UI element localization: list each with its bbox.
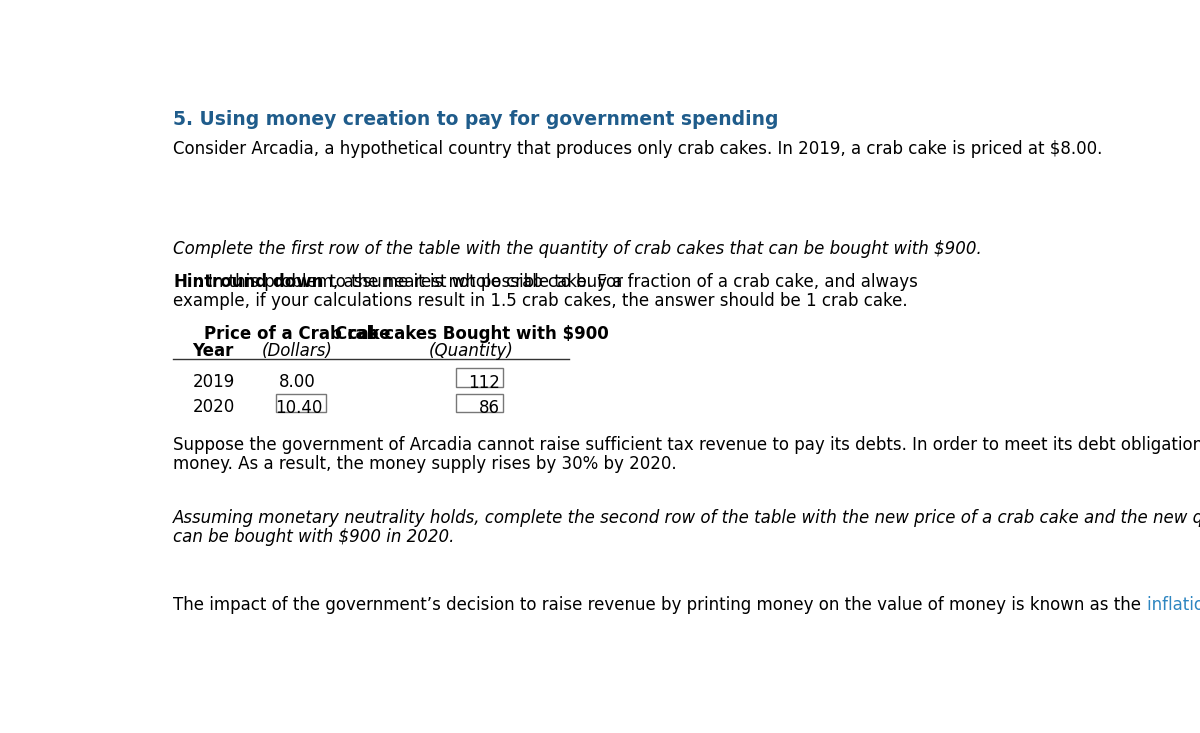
Text: Complete the first row of the table with the quantity of crab cakes that can be : Complete the first row of the table with… (173, 240, 982, 259)
Text: example, if your calculations result in 1.5 crab cakes, the answer should be 1 c: example, if your calculations result in … (173, 292, 908, 310)
Bar (276, 394, 326, 412)
Text: 8.00: 8.00 (278, 373, 316, 391)
Text: Suppose the government of Arcadia cannot raise sufficient tax revenue to pay its: Suppose the government of Arcadia cannot… (173, 436, 1200, 454)
Text: Crab cakes Bought with $900: Crab cakes Bought with $900 (335, 325, 608, 343)
Text: The impact of the government’s decision to raise revenue by printing money on th: The impact of the government’s decision … (173, 596, 1141, 614)
Text: 2019: 2019 (193, 373, 235, 391)
Bar (456, 368, 503, 387)
Text: Consider Arcadia, a hypothetical country that produces only crab cakes. In 2019,: Consider Arcadia, a hypothetical country… (173, 140, 1103, 158)
Text: : In this problem, assume it is not possible to buy a fraction of a crab cake, a: : In this problem, assume it is not poss… (197, 273, 924, 291)
Text: (Dollars): (Dollars) (262, 342, 332, 360)
Text: Hint: Hint (173, 273, 212, 291)
Text: 10.40: 10.40 (275, 399, 323, 417)
Text: to the nearest whole crab cake. For: to the nearest whole crab cake. For (324, 273, 623, 291)
Text: (Quantity): (Quantity) (430, 342, 514, 360)
Text: money. As a result, the money supply rises by 30% by 2020.: money. As a result, the money supply ris… (173, 455, 677, 474)
Text: inflation tax: inflation tax (1147, 596, 1200, 614)
Text: 112: 112 (468, 374, 499, 391)
Text: can be bought with $900 in 2020.: can be bought with $900 in 2020. (173, 528, 455, 546)
Text: 5. Using money creation to pay for government spending: 5. Using money creation to pay for gover… (173, 109, 779, 128)
Text: Price of a Crab cake: Price of a Crab cake (204, 325, 390, 343)
Text: Year: Year (193, 342, 234, 360)
Text: 86: 86 (479, 399, 499, 417)
Text: Assuming monetary neutrality holds, complete the second row of the table with th: Assuming monetary neutrality holds, comp… (173, 509, 1200, 527)
Bar (456, 394, 503, 412)
Text: round down: round down (212, 273, 324, 291)
Text: 2020: 2020 (193, 398, 235, 416)
